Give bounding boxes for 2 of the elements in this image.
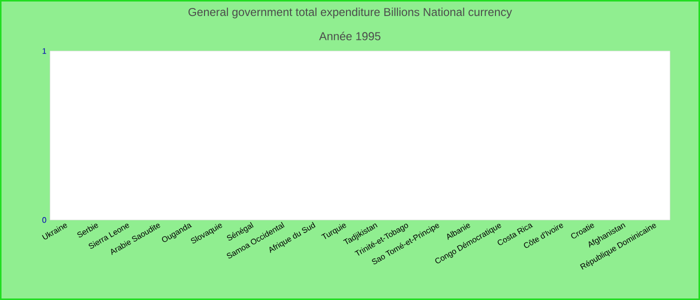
chart-title: General government total expenditure Billions National currency — [188, 8, 512, 18]
chart-subtitle: Année 1995 — [319, 32, 380, 40]
